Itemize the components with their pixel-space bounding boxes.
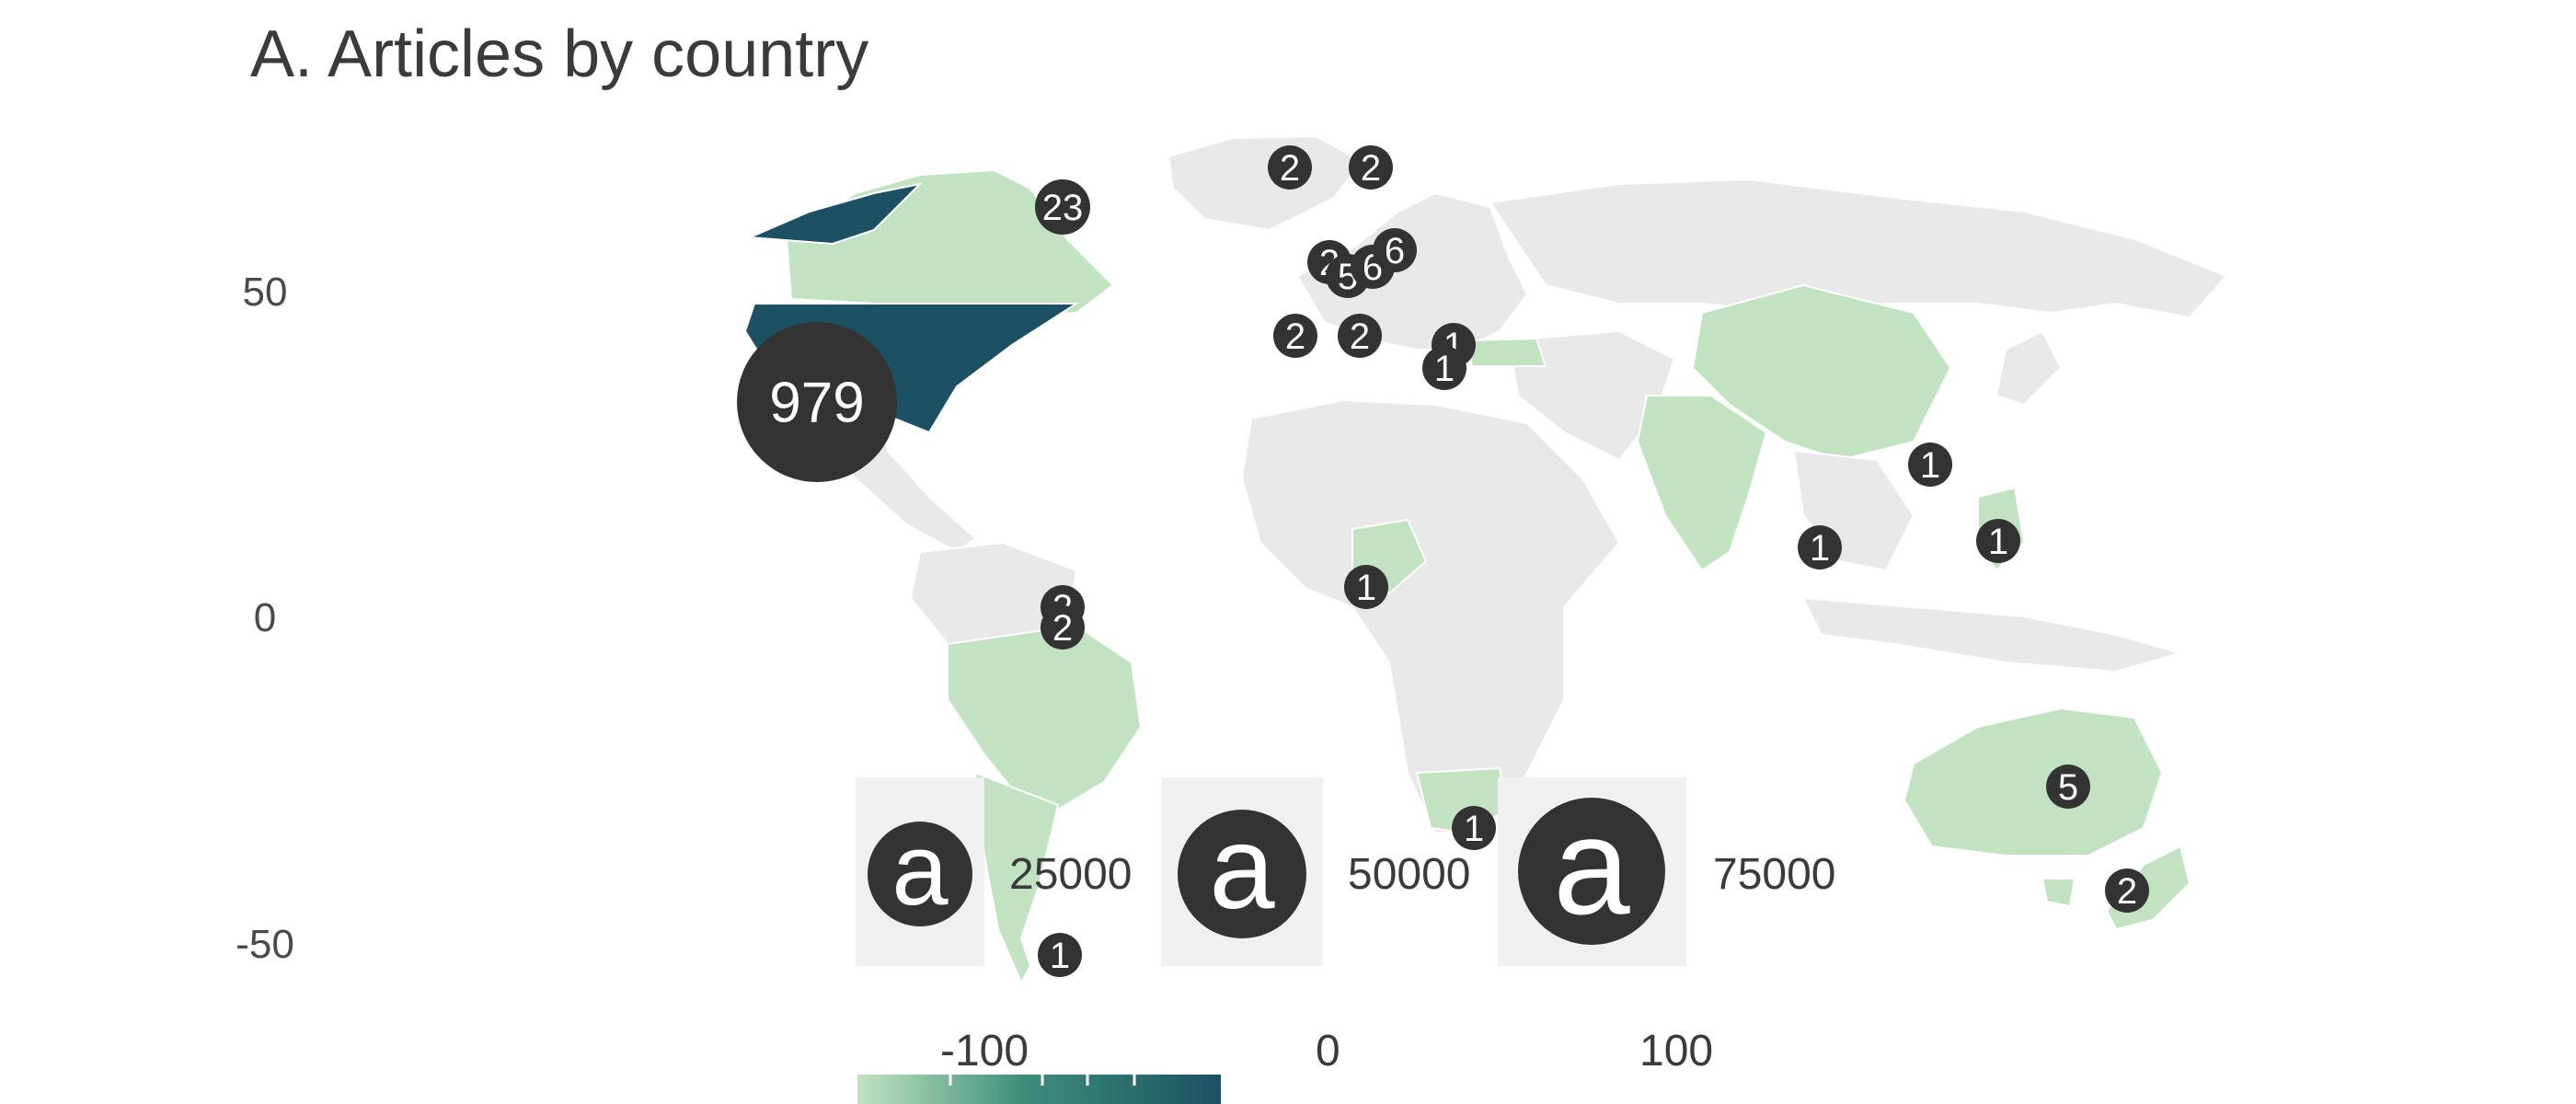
bubble-circle [1268, 145, 1312, 190]
bubble-circle [2046, 765, 2090, 809]
land-tasmania [2041, 878, 2076, 908]
color-legend-tick-label: 100 [1639, 1027, 1714, 1075]
bubble-label: 1 [1356, 568, 1376, 608]
land-india [1636, 395, 1768, 572]
y-tick-label: -50 [236, 922, 294, 967]
country-bubble: 2 [2105, 868, 2149, 913]
y-tick-label: 50 [242, 270, 288, 315]
size-legend-label: 50000 [1348, 850, 1471, 899]
bubble-label: 1 [1434, 349, 1455, 389]
bubble-label: 1 [1050, 936, 1070, 976]
land-argentina-chile [973, 771, 1060, 985]
land-australia [1903, 707, 2164, 857]
bubble-label: 2 [1285, 316, 1305, 357]
bubble-label: 23 [1042, 188, 1084, 228]
size-legend-label: 75000 [1713, 850, 1836, 899]
country-bubble: 1 [1798, 525, 1842, 569]
bubble-label: 979 [769, 372, 864, 435]
bubble-circle [1798, 525, 1842, 569]
map-title: A. Articles by country [250, 17, 869, 91]
land-china [1691, 283, 1952, 462]
land-alaska [749, 182, 924, 246]
size-legend-glyph: a [1209, 802, 1275, 934]
bubble-circle [1976, 519, 2020, 563]
size-legend-bubble: a [1518, 788, 1665, 945]
bubble-label: 2 [1280, 148, 1300, 189]
bubble-label: 1 [1988, 522, 2008, 562]
size-legend-bubble: a [1178, 802, 1306, 938]
land-japan [1995, 329, 2063, 407]
bubble-circle [1338, 314, 1382, 358]
bubble-label: 2 [2117, 871, 2137, 912]
bubble-label: 2 [1052, 608, 1073, 649]
country-bubble: 1 [1908, 443, 1952, 487]
bubble-circle [1035, 179, 1090, 235]
land-turkey [1466, 337, 1547, 367]
size-legend-key: a [1161, 777, 1323, 966]
bubble-circle [1373, 228, 1417, 272]
bubble-circle [1041, 605, 1085, 650]
bubble-layer: 9792322256622111111221521 [737, 145, 2149, 977]
size-legend-key: a [856, 777, 984, 966]
bubble-label: 2 [1361, 148, 1381, 189]
land-greenland [1167, 134, 1363, 232]
color-legend-bar [857, 1075, 1221, 1104]
country-bubble: 979 [737, 322, 897, 482]
country-bubble: 6 [1373, 228, 1417, 272]
country-bubble: 1 [1976, 519, 2020, 563]
country-bubble: 2 [1041, 605, 1085, 650]
bubble-label: 6 [1385, 231, 1405, 271]
bubble-circle [1344, 565, 1388, 609]
country-bubble: 1 [1422, 346, 1466, 390]
bubble-label: 1 [1464, 809, 1484, 849]
country-bubble: 23 [1035, 179, 1090, 235]
bubble-circle [1349, 145, 1393, 190]
country-bubble: 5 [2046, 765, 2090, 809]
color-legend-tick-label: -100 [940, 1027, 1029, 1075]
size-legend-glyph: a [891, 813, 949, 926]
bubble-circle [1273, 314, 1317, 358]
color-legend-tick-label: 0 [1316, 1027, 1340, 1075]
bubble-circle [1908, 443, 1952, 487]
bubble-label: 1 [1810, 528, 1830, 569]
land-africa [1240, 398, 1621, 834]
bubble-circle [737, 322, 897, 482]
country-bubble: 1 [1038, 933, 1082, 977]
bubble-circle [1038, 933, 1082, 977]
bubble-label: 5 [2058, 767, 2078, 808]
bubble-circle [1422, 346, 1466, 390]
size-legend-key: a [1498, 777, 1686, 966]
y-tick-label: 0 [253, 595, 277, 640]
country-bubble: 1 [1344, 565, 1388, 609]
bubble-circle [2105, 868, 2149, 913]
bubble-label: 1 [1920, 445, 1940, 486]
bubble-label: 2 [1350, 316, 1370, 357]
country-bubble: 2 [1273, 314, 1317, 358]
country-bubble: 2 [1338, 314, 1382, 358]
size-legend-glyph: a [1553, 788, 1630, 943]
size-legend-label: 25000 [1009, 850, 1133, 899]
color-legend [857, 1075, 1221, 1104]
country-bubble: 1 [1452, 806, 1496, 850]
bubble-circle [1452, 806, 1496, 850]
country-bubble: 2 [1349, 145, 1393, 190]
size-legend-bubble: a [868, 813, 972, 926]
country-bubble: 2 [1268, 145, 1312, 190]
land-indonesia [1801, 596, 2184, 673]
land-russia-asia [1489, 178, 2228, 319]
